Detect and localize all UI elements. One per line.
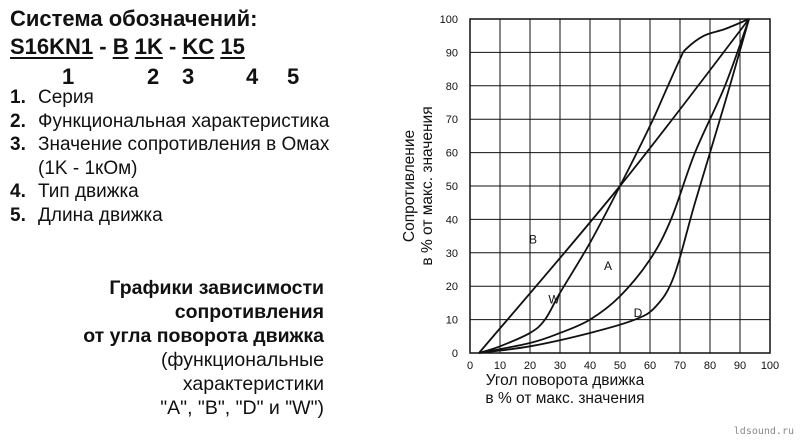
y-tick-label: 10	[446, 315, 458, 327]
caption-line: от угла поворота движка	[83, 325, 324, 347]
watermark: ldsound.ru	[733, 426, 794, 437]
legend-item: 1. Серия	[10, 86, 340, 110]
legend-text: Серия	[38, 87, 94, 108]
x-tick-label: 90	[734, 360, 746, 372]
legend-text: Функциональная характеристика	[38, 110, 330, 132]
legend-item: 5. Длина движка	[10, 204, 340, 228]
x-tick-label: 80	[704, 360, 716, 372]
x-tick-label: 70	[674, 360, 686, 372]
y-tick-label: 20	[446, 281, 458, 293]
code-part-slider-length: 15	[220, 34, 245, 59]
plot-frame	[469, 18, 771, 354]
legend-text: Значение сопротивления в Омах (1K - 1кОм…	[38, 134, 330, 179]
legend-number: 4.	[10, 181, 26, 202]
code-part-function: B	[112, 34, 129, 59]
code-number: 3	[182, 64, 195, 89]
x-tick-label: 30	[554, 360, 566, 372]
legend-item: 3. Значение сопротивления в Омах (1K - 1к…	[10, 133, 340, 180]
curve-W	[478, 18, 750, 354]
resistance-chart: 0 10 20 30 40 50 60 70 80 90 100 0 10 20 30 40 50 60 70 80 9…	[401, 14, 779, 407]
legend-number: 3.	[10, 134, 26, 155]
legend-item: 4. Тип движка	[10, 180, 340, 204]
designation-title: Система обозначений:	[10, 6, 258, 31]
y-tick-label: 40	[446, 214, 458, 226]
curve-label-A: A	[604, 259, 612, 273]
code-separator: -	[162, 34, 183, 59]
curve-label-B: B	[529, 232, 537, 246]
caption-line: характеристики	[182, 373, 324, 395]
caption-line: "A", "B", "D" и "W")	[160, 397, 324, 419]
y-tick-label: 90	[446, 47, 458, 59]
legend-number: 2.	[10, 110, 26, 132]
designation-legend: 1. Серия 2. Функциональная характеристика …	[10, 86, 340, 227]
caption-line: Графики зависимости	[109, 277, 324, 299]
y-axis-label-line: Сопротивление	[401, 130, 418, 242]
code-part-slider-type: KC	[182, 34, 215, 59]
code-number: 2	[147, 64, 160, 89]
y-tick-label: 100	[440, 14, 458, 26]
x-axis-label: Угол поворота движка	[486, 372, 645, 389]
y-axis-label: Сопротивление в % от макс. значения	[401, 106, 436, 265]
code-part-resistance: 1K	[134, 34, 163, 59]
x-tick-label: 10	[494, 360, 506, 372]
y-tick-label: 70	[446, 114, 458, 126]
x-tick-label: 40	[584, 360, 596, 372]
y-tick-label: 60	[446, 148, 458, 160]
code-number: 1	[62, 64, 75, 89]
x-tick-label: 60	[644, 360, 656, 372]
designation-panel: Система обозначений: S16KN1 - B 1K - KC …	[0, 0, 340, 441]
legend-text: Длина движка	[38, 204, 163, 226]
curve-D	[478, 18, 750, 354]
y-tick-label: 0	[452, 348, 458, 360]
x-tick-label: 20	[524, 360, 536, 372]
x-tick-label: 100	[761, 360, 779, 372]
x-tick-label: 50	[614, 360, 626, 372]
designation-code: S16KN1 - B 1K - KC 15 1 2 3 4 5	[10, 34, 330, 94]
y-tick-label: 80	[446, 81, 458, 93]
caption-line: сопротивления	[174, 301, 324, 323]
x-tick-label: 0	[467, 360, 473, 372]
code-number: 5	[287, 64, 300, 89]
curve-label-D: D	[634, 306, 643, 320]
x-axis-label: в % от макс. значения	[485, 390, 644, 407]
curve-A	[478, 18, 750, 354]
code-part-series: S16KN1	[10, 34, 94, 59]
legend-text: Тип движка	[38, 181, 139, 202]
chart-caption: Графики зависимости сопротивления от угл…	[83, 276, 324, 420]
y-tick-label: 50	[446, 181, 458, 193]
legend-number: 5.	[10, 204, 26, 226]
curve-label-W: W	[548, 293, 560, 307]
code-separator: -	[93, 34, 113, 59]
legend-item: 2. Функциональная характеристика	[10, 110, 340, 134]
caption-line: (функциональные	[160, 349, 324, 371]
y-tick-label: 30	[446, 248, 458, 260]
code-number: 4	[246, 64, 259, 89]
legend-number: 1.	[10, 87, 26, 108]
y-axis-label-line: в % от макс. значения	[419, 106, 436, 265]
